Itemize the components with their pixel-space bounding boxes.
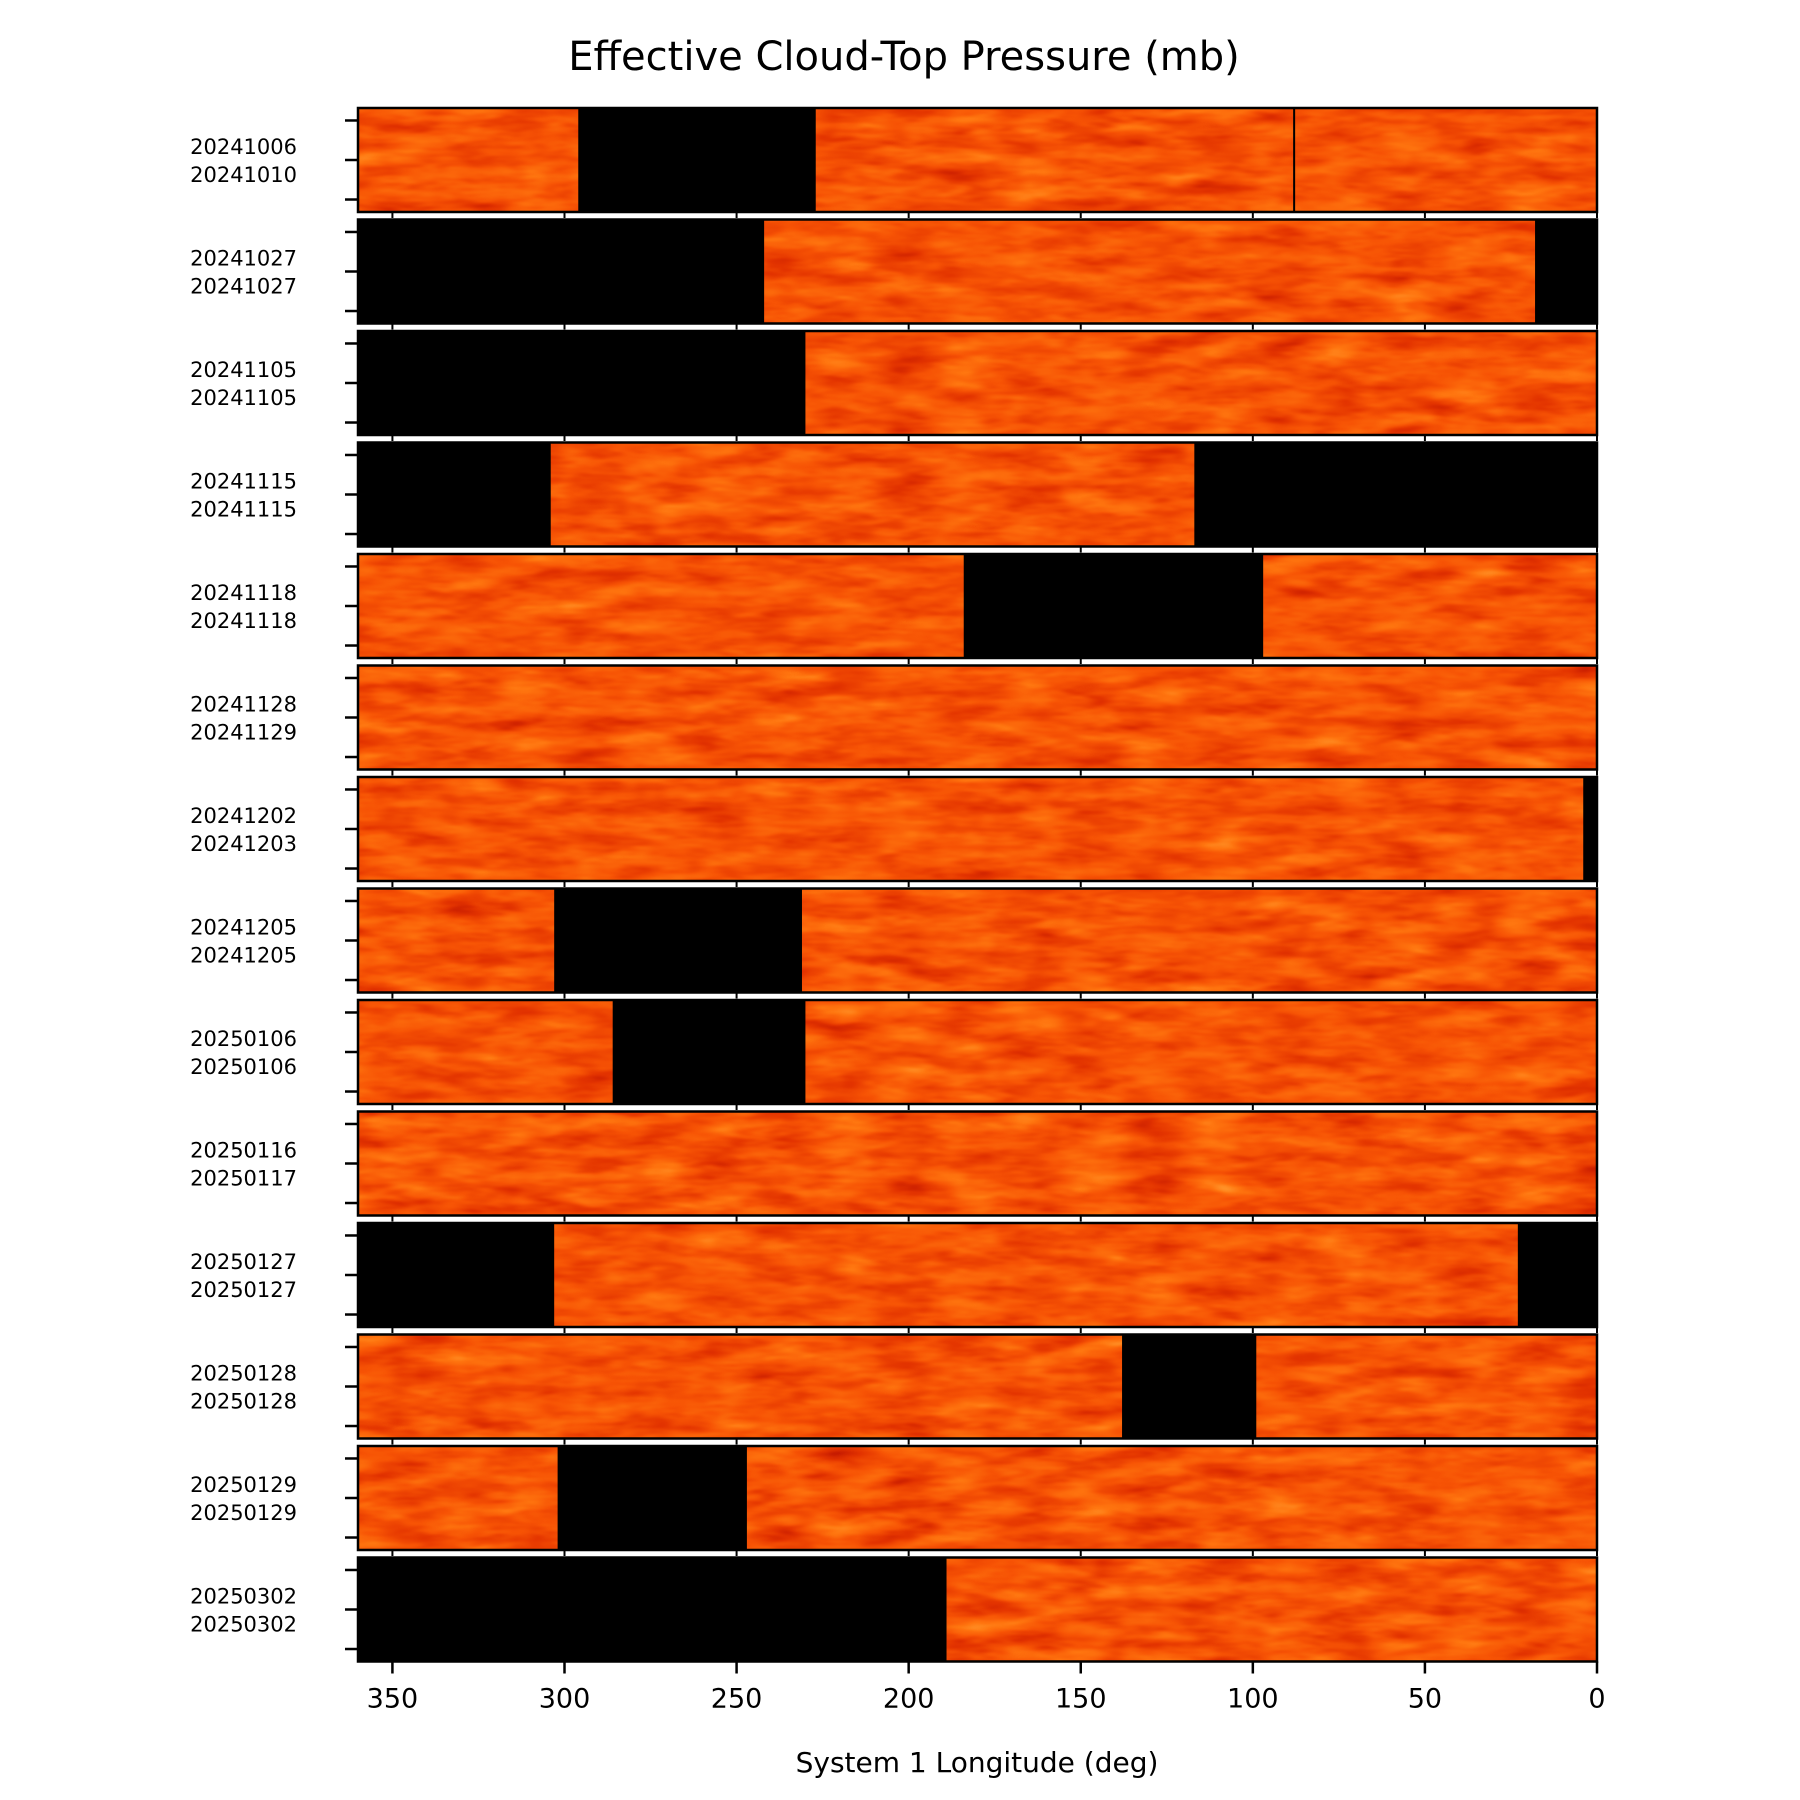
missing-data-block — [578, 108, 816, 212]
missing-data-block — [1122, 1334, 1257, 1439]
panel-start-date: 20241205 — [190, 916, 297, 940]
missing-data-block — [1517, 1223, 1597, 1327]
panel: 20241006 20241010 — [190, 106, 1599, 218]
missing-data-block — [358, 1557, 947, 1662]
panel: 20241118 20241118 — [190, 552, 1599, 664]
panel-end-date: 20241027 — [190, 275, 297, 299]
panel-end-date: 20241129 — [190, 721, 297, 745]
panel-end-date: 20250129 — [190, 1501, 297, 1525]
panel: 20250129 20250129 — [190, 1444, 1599, 1556]
panel: 20241115 20241115 — [190, 441, 1599, 553]
heatmap-field — [358, 665, 1597, 770]
x-tick-label: 50 — [1408, 1684, 1442, 1715]
missing-data-block — [358, 331, 806, 435]
panel-start-date: 20250116 — [190, 1139, 297, 1163]
x-tick-label: 250 — [711, 1684, 763, 1715]
heatmap-field — [358, 1111, 1597, 1216]
panel-start-date: 20250106 — [190, 1027, 297, 1051]
x-axis: 350 300 250 200 150 100 50 0 — [367, 1661, 1606, 1715]
panel-end-date: 20241203 — [190, 832, 297, 856]
panel-start-date: 20241006 — [190, 135, 297, 159]
panel-start-date: 20250302 — [190, 1585, 297, 1609]
panel-end-date: 20241118 — [190, 609, 297, 633]
panel-end-date: 20250127 — [190, 1278, 297, 1302]
x-tick-label: 300 — [539, 1684, 591, 1715]
panel: 20250116 20250117 — [190, 1110, 1599, 1222]
missing-data-block — [358, 442, 551, 547]
panel: 20250302 20250302 — [190, 1556, 1599, 1663]
panel: 20241105 20241105 — [190, 329, 1599, 441]
panel-end-date: 20250128 — [190, 1390, 297, 1414]
panel-end-date: 20250302 — [190, 1613, 297, 1637]
panel-start-date: 20241027 — [190, 247, 297, 271]
x-tick-label: 150 — [1055, 1684, 1107, 1715]
panel-end-date: 20241205 — [190, 944, 297, 968]
panel-end-date: 20241115 — [190, 498, 297, 522]
panel: 20241205 20241205 — [190, 887, 1599, 999]
panel-start-date: 20241128 — [190, 693, 297, 717]
panel-end-date: 20241010 — [190, 163, 297, 187]
missing-data-block — [963, 554, 1264, 658]
missing-data-block — [554, 888, 802, 993]
panel-end-date: 20250117 — [190, 1167, 297, 1191]
x-tick-label: 100 — [1227, 1684, 1279, 1715]
heatmap-field — [358, 1446, 1597, 1550]
missing-data-block — [358, 1223, 555, 1327]
panel: 20250106 20250106 — [190, 998, 1599, 1110]
panel-start-date: 20241202 — [190, 804, 297, 828]
panel: 20241128 20241129 — [190, 664, 1599, 776]
panel: 20250127 20250127 — [190, 1221, 1599, 1333]
heatmap-field — [358, 1334, 1597, 1439]
x-tick-label: 350 — [367, 1684, 419, 1715]
panel-end-date: 20241105 — [190, 386, 297, 410]
heatmap-panels: 20241006 20241010 20241027 20241027 20241105… — [190, 106, 1599, 1663]
heatmap-field — [358, 1000, 1597, 1104]
panel: 20250128 20250128 — [190, 1333, 1599, 1445]
missing-data-block — [358, 219, 765, 324]
panel-start-date: 20241105 — [190, 358, 297, 382]
panel: 20241027 20241027 — [190, 218, 1599, 330]
heatmap-field — [358, 1223, 1597, 1327]
chart-title: Effective Cloud-Top Pressure (mb) — [568, 34, 1240, 80]
missing-data-block — [612, 1000, 806, 1104]
panel-start-date: 20250128 — [190, 1362, 297, 1386]
x-axis-label: System 1 Longitude (deg) — [796, 1746, 1159, 1779]
panel-start-date: 20241118 — [190, 581, 297, 605]
panel-start-date: 20250127 — [190, 1250, 297, 1274]
panel: 20241202 20241203 — [190, 775, 1599, 887]
x-tick-label: 0 — [1588, 1684, 1605, 1715]
missing-data-block — [1583, 777, 1597, 881]
panel-end-date: 20250106 — [190, 1055, 297, 1079]
panel-start-date: 20241115 — [190, 470, 297, 494]
heatmap-field — [358, 108, 1597, 212]
missing-data-block — [557, 1446, 747, 1550]
heatmap-field — [358, 888, 1597, 993]
panel-start-date: 20250129 — [190, 1473, 297, 1497]
missing-data-block — [1194, 442, 1597, 547]
x-tick-label: 200 — [883, 1684, 935, 1715]
heatmap-field — [358, 777, 1597, 881]
missing-data-block — [1535, 219, 1597, 324]
